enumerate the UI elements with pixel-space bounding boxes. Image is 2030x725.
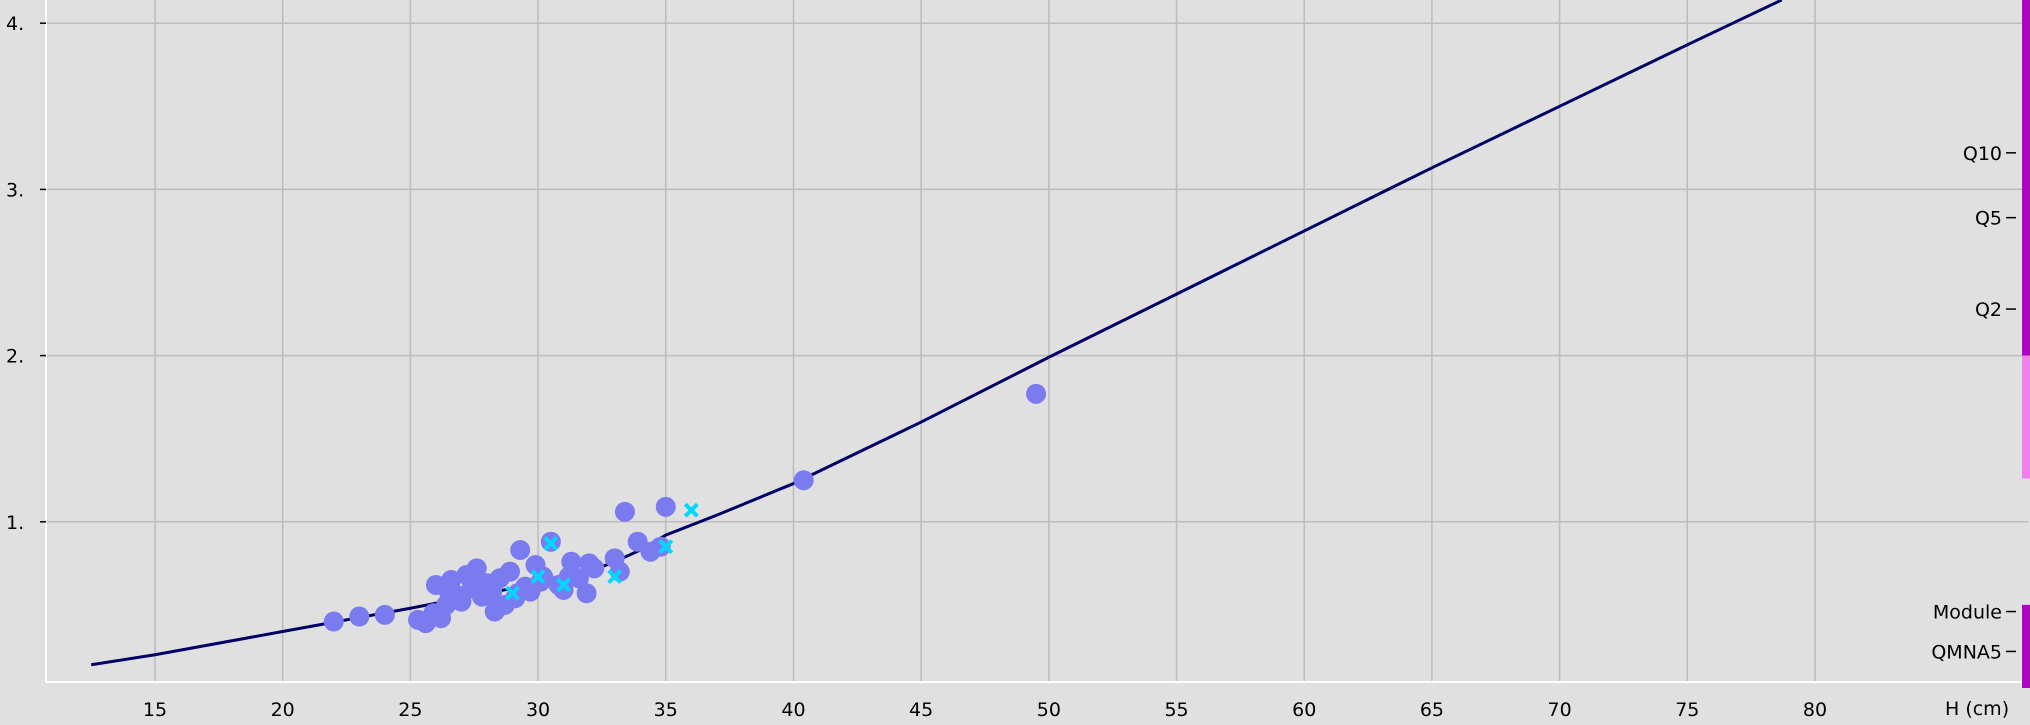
cross-stroke (607, 569, 623, 585)
x-tick-label: 25 (398, 699, 422, 721)
data-point (510, 540, 531, 561)
x-tick-label: 30 (526, 699, 550, 721)
side-scale-label: Q5 (1975, 208, 2002, 230)
data-point (466, 558, 487, 579)
data-point (558, 566, 579, 587)
x-tick-label: 80 (1803, 699, 1827, 721)
cross-point (543, 535, 559, 551)
data-point (561, 551, 582, 572)
x-tick-label: 50 (1037, 699, 1061, 721)
data-point (650, 536, 671, 557)
cross-stroke (683, 502, 699, 518)
grid-lines (46, 0, 2028, 682)
y-tick-label: 1. (6, 512, 24, 534)
x-tick-label: 75 (1675, 699, 1699, 721)
x-tick-label: 65 (1420, 699, 1444, 721)
cross-point (530, 569, 546, 585)
axes: 15 20 25 30 35 40 45 50 55 60 65 70 75 80 1. 2. 3. 4. (6, 0, 2028, 721)
data-point (438, 581, 459, 602)
side-scale-bar (2022, 355, 2030, 479)
side-scale-label: Module (1933, 602, 2002, 624)
cross-point (683, 502, 699, 518)
x-tick-label: 55 (1164, 699, 1188, 721)
cross-point (556, 577, 572, 593)
cross-point (505, 585, 520, 601)
y-tick-label: 3. (6, 179, 24, 201)
data-point (507, 583, 528, 604)
side-scale-label: Q2 (1975, 299, 2002, 321)
cross-point (607, 569, 623, 585)
x-tick-label: 15 (143, 699, 167, 721)
side-scale-bar (2022, 604, 2030, 688)
data-point (655, 496, 676, 517)
x-tick-label: 45 (909, 699, 933, 721)
x-tick-label: 40 (781, 699, 805, 721)
side-scale: Q10 Q5 Q2 Module QMNA5 (1931, 0, 2030, 688)
side-scale-label: QMNA5 (1931, 641, 2002, 663)
data-point (469, 573, 490, 594)
data-point (323, 611, 344, 632)
data-point (576, 583, 597, 604)
data-point (349, 606, 370, 627)
side-scale-label: Q10 (1963, 143, 2002, 165)
cross-point (658, 539, 674, 555)
x-tick-label: 70 (1548, 699, 1572, 721)
side-scale-bar (2022, 0, 2030, 356)
data-point (793, 470, 814, 491)
cross-stroke (556, 577, 572, 593)
x-tick-label: 60 (1292, 699, 1316, 721)
y-tick-label: 4. (6, 13, 24, 35)
cross-stroke (505, 585, 520, 601)
cross-stroke (543, 535, 559, 551)
data-point (499, 561, 520, 582)
series (90, 0, 1783, 667)
rating-curve-line (90, 0, 1783, 667)
x-tick-label: 20 (271, 699, 295, 721)
x-axis-label: H (cm) (1945, 698, 2009, 720)
y-tick-label: 2. (6, 346, 24, 368)
x-tick-label: 35 (654, 699, 678, 721)
data-point (374, 604, 395, 625)
data-point (579, 553, 600, 574)
data-point (1026, 383, 1047, 404)
cross-stroke (530, 569, 546, 585)
cross-stroke (658, 539, 674, 555)
data-point (614, 501, 635, 522)
data-point (487, 598, 508, 619)
